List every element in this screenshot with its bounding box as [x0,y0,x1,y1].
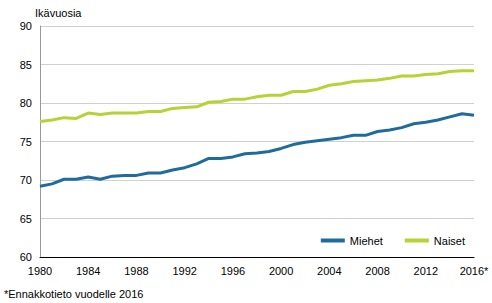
svg-text:70: 70 [20,174,32,186]
svg-text:85: 85 [20,59,32,71]
svg-text:60: 60 [20,251,32,263]
svg-text:1992: 1992 [172,265,196,277]
svg-text:2008: 2008 [365,265,389,277]
svg-text:Miehet: Miehet [350,235,383,247]
svg-text:1988: 1988 [124,265,148,277]
svg-text:2016*: 2016* [460,265,489,277]
svg-text:1996: 1996 [221,265,245,277]
svg-text:2000: 2000 [269,265,293,277]
svg-text:80: 80 [20,97,32,109]
svg-text:*Ennakkotieto vuodelle 2016: *Ennakkotieto vuodelle 2016 [4,288,143,300]
svg-text:65: 65 [20,213,32,225]
svg-text:Naiset: Naiset [434,235,465,247]
svg-text:Ikävuosia: Ikävuosia [35,7,82,19]
svg-text:2012: 2012 [414,265,438,277]
svg-text:2004: 2004 [317,265,341,277]
svg-text:1984: 1984 [76,265,100,277]
svg-text:90: 90 [20,20,32,32]
svg-text:75: 75 [20,136,32,148]
svg-text:1980: 1980 [28,265,52,277]
